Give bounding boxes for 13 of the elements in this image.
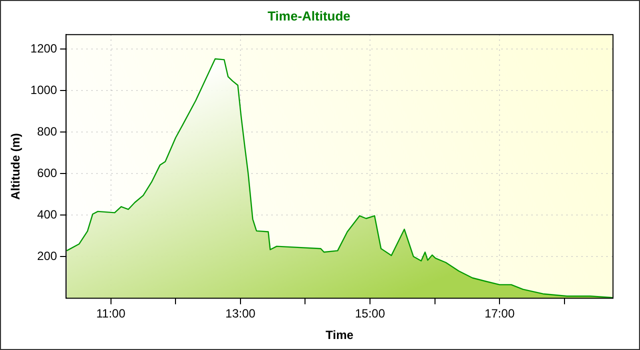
x-tick-label: 15:00 (354, 306, 386, 321)
x-tick-label: 13:00 (225, 306, 256, 321)
y-tick-label: 1200 (30, 41, 58, 56)
y-axis-title: Altitude (m) (8, 133, 23, 200)
y-tick-label: 600 (37, 166, 58, 180)
x-axis-title: Time (326, 328, 354, 342)
y-tick-label: 800 (37, 124, 58, 138)
x-tick-label: 11:00 (96, 306, 126, 321)
x-tick-label: 17:00 (484, 306, 515, 321)
y-tick-label: 200 (37, 249, 58, 263)
chart-title: Time-Altitude (268, 8, 350, 24)
y-tick-label: 1000 (30, 82, 58, 97)
y-tick-label: 400 (37, 207, 58, 222)
